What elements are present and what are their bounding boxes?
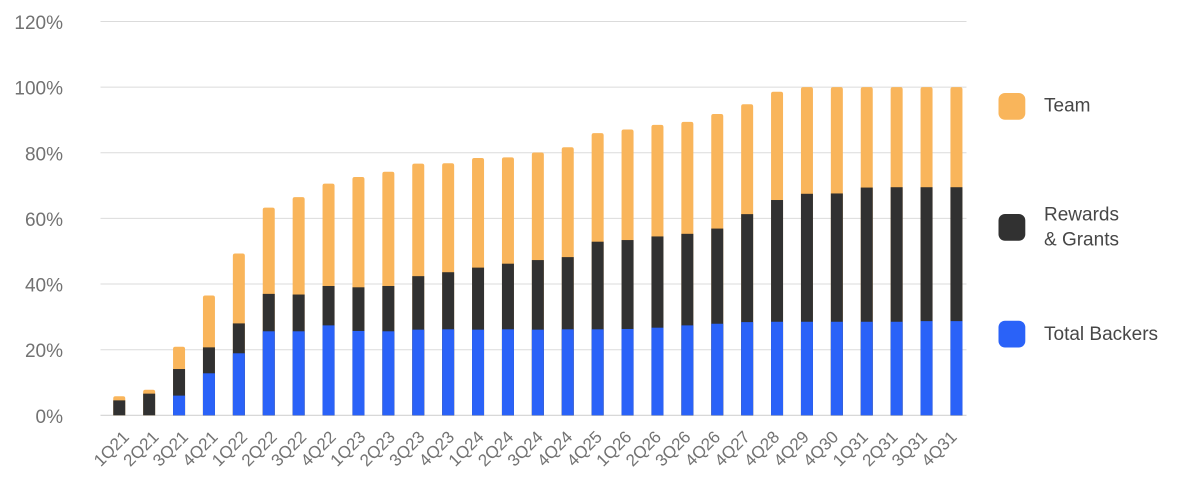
svg-text:80%: 80% bbox=[25, 144, 63, 165]
svg-text:0%: 0% bbox=[36, 407, 64, 428]
svg-text:Rewards: Rewards bbox=[1044, 205, 1119, 226]
svg-text:60%: 60% bbox=[25, 210, 63, 231]
svg-text:100%: 100% bbox=[14, 79, 63, 100]
svg-text:40%: 40% bbox=[25, 276, 63, 297]
svg-text:Team: Team bbox=[1044, 96, 1090, 117]
svg-text:& Grants: & Grants bbox=[1044, 229, 1119, 250]
svg-text:120%: 120% bbox=[14, 13, 63, 34]
svg-text:Total Backers: Total Backers bbox=[1044, 324, 1158, 345]
svg-text:20%: 20% bbox=[25, 341, 63, 362]
